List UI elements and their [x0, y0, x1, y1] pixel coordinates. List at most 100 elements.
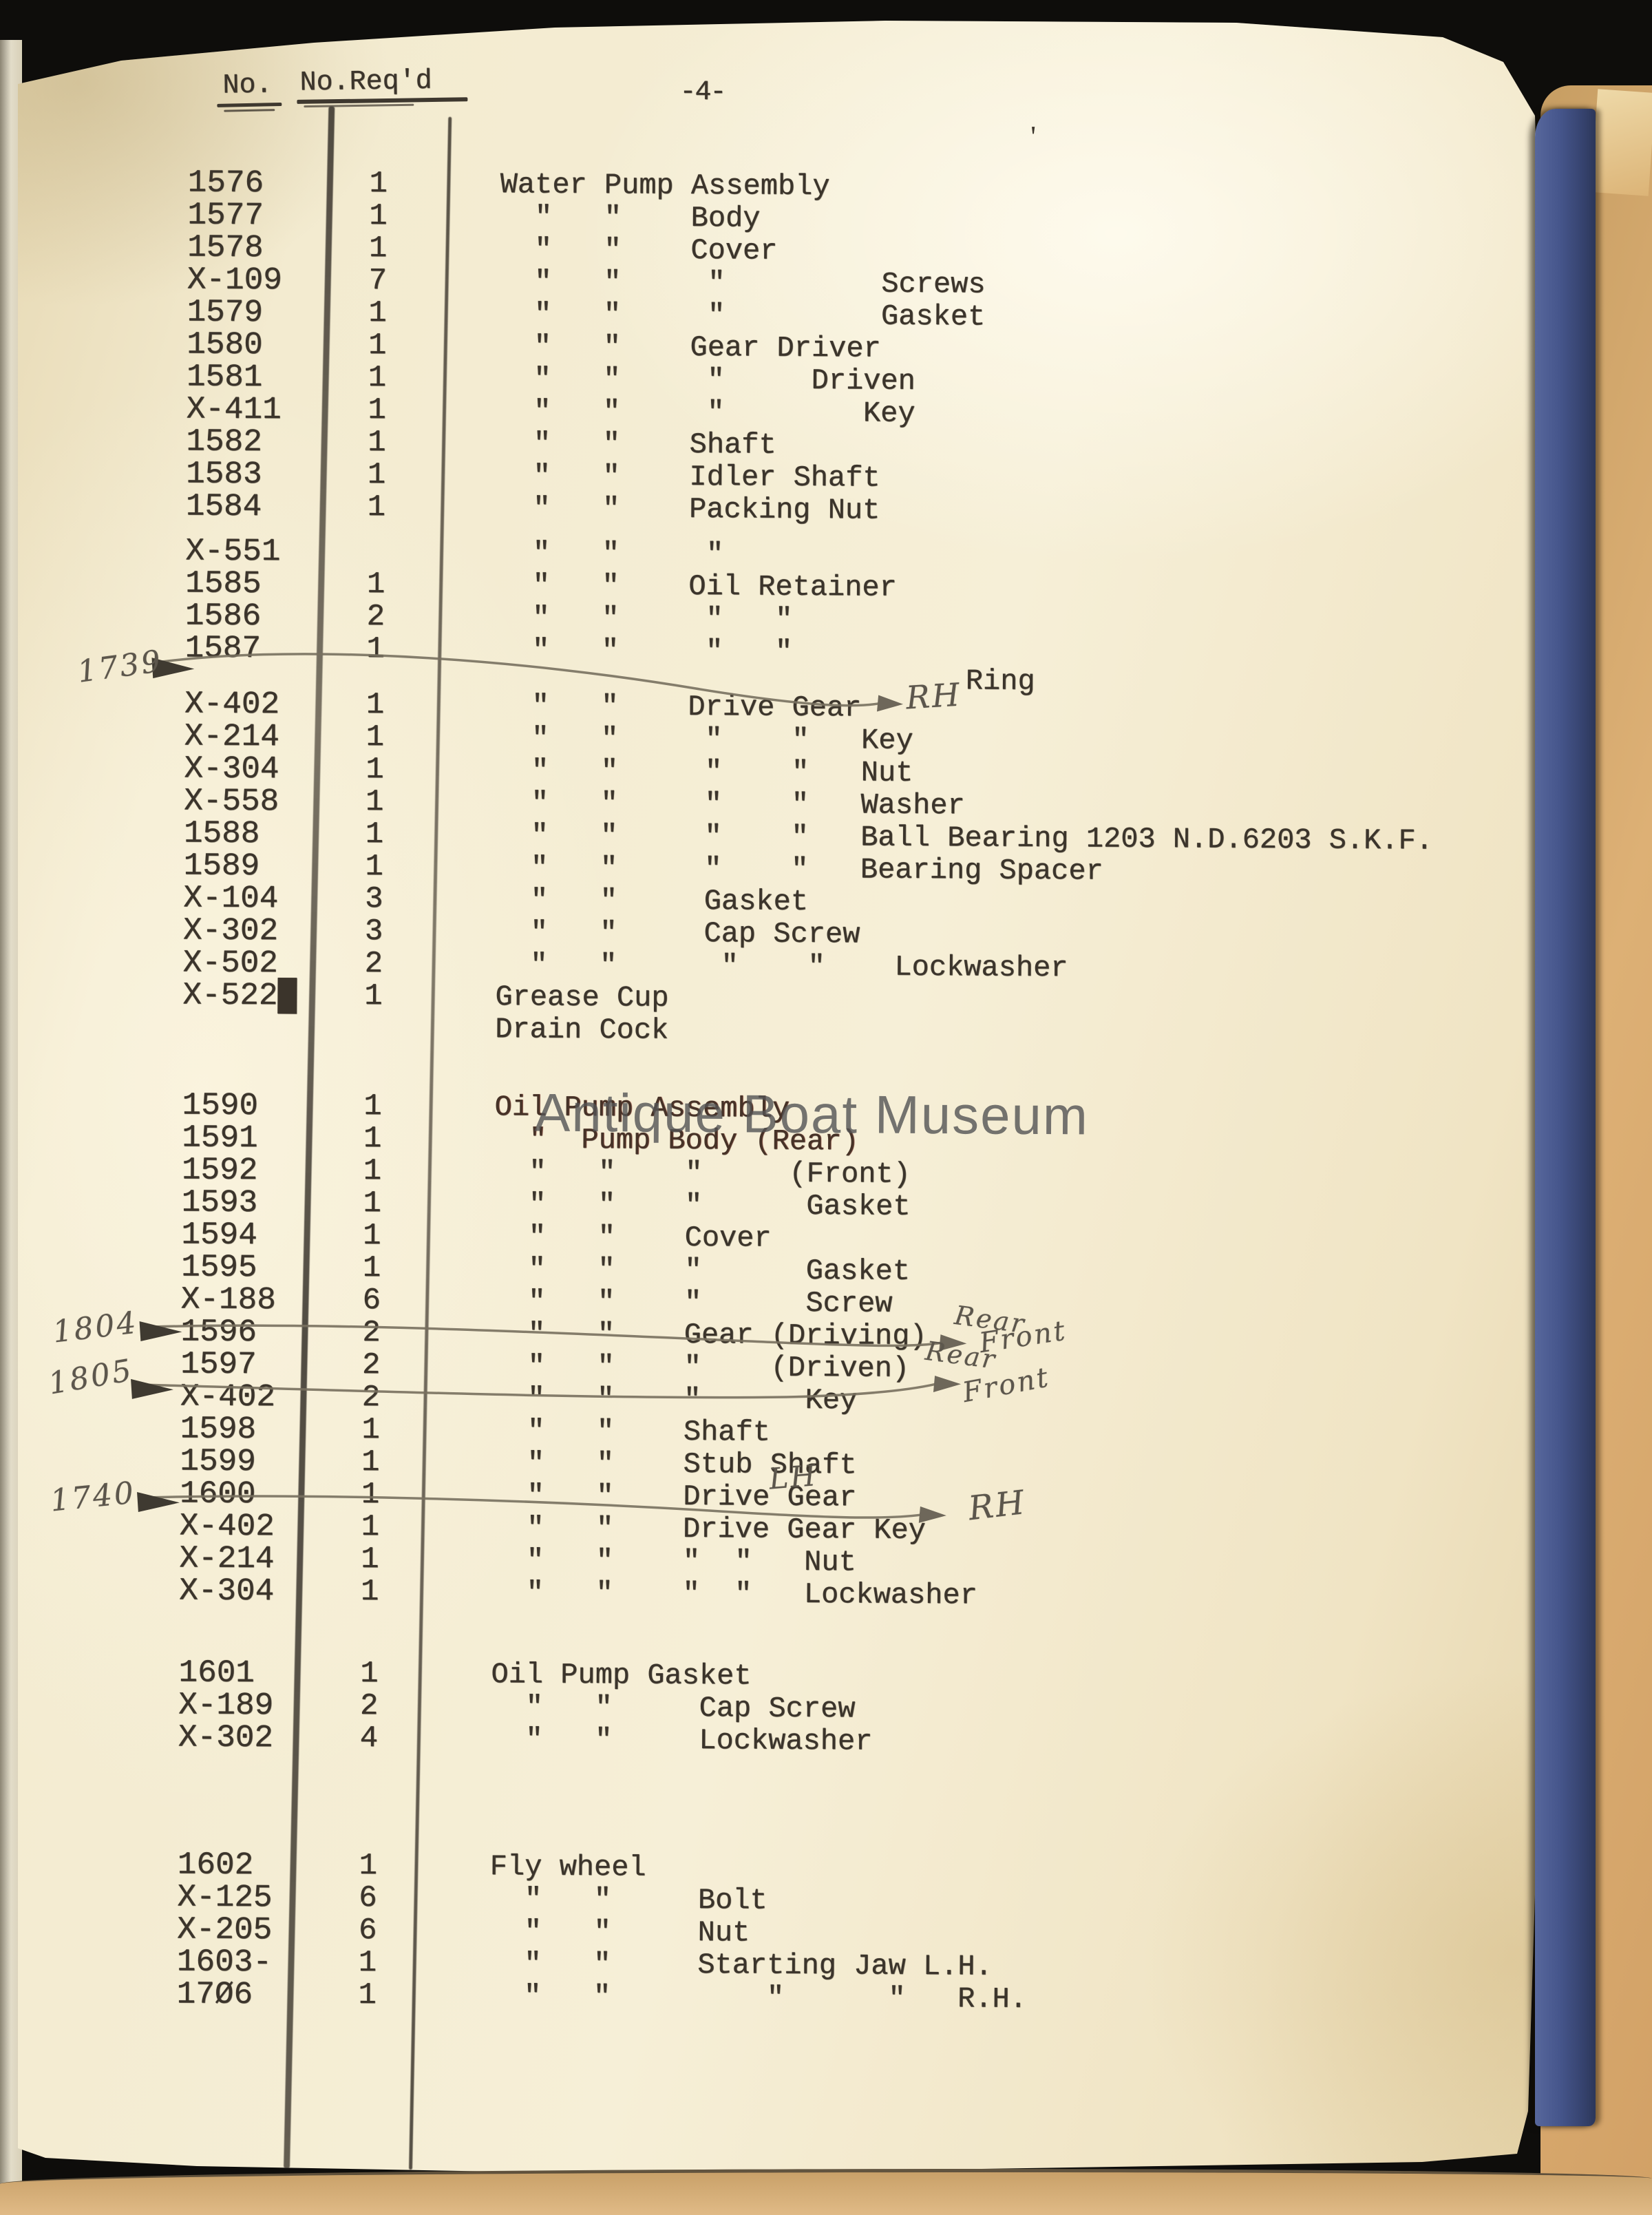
part-number: X-214	[184, 720, 279, 753]
qty-required: 1	[345, 1252, 399, 1285]
part-description: Grease Cup	[495, 981, 668, 1015]
qty-required: 1	[348, 689, 402, 722]
page-content: No. No.Req'd -4- ' 1576 1 Water Pump Ass…	[5, 18, 1543, 2185]
part-number: X-411	[187, 393, 282, 426]
part-description: " " " " R.H.	[489, 1980, 1027, 2016]
qty-required: 2	[349, 601, 403, 633]
handwritten-lh-drive-gear: LH	[767, 1458, 818, 1496]
parts-section-oil-pump: 1590 1 Oil Pump Assembly 1591 1 " Pump B…	[8, 1089, 1537, 1616]
part-number: X-125	[177, 1881, 272, 1914]
qty-required: 1	[350, 297, 404, 330]
part-number: X-402	[180, 1510, 275, 1543]
part-description: " " " Gasket	[499, 298, 985, 333]
qty-required: 1	[343, 1544, 396, 1576]
part-description: " " Nut	[489, 1915, 750, 1949]
part-number: 1576	[188, 167, 264, 200]
part-description: " " " Gasket	[494, 1253, 910, 1288]
part-description: " " " Screws	[500, 266, 986, 301]
qty-required: 1	[348, 722, 402, 754]
qty-required: 1	[350, 362, 404, 395]
qty-required: 2	[344, 1350, 398, 1382]
part-number: 1589	[183, 850, 260, 883]
part-description: " " Gear (Driving)	[493, 1318, 926, 1353]
part-description: Fly wheel	[490, 1851, 646, 1884]
qty-required: 1	[350, 459, 403, 492]
part-number: X-109	[187, 264, 282, 297]
part-number: X-205	[177, 1913, 272, 1946]
watermark: Antique Boat Museum	[534, 1081, 1089, 1147]
part-description: " " Starting Jaw L.H.	[489, 1948, 993, 1983]
part-number: X-522█	[182, 979, 297, 1012]
qty-required: 1	[346, 1123, 399, 1155]
qty-required: 1	[343, 1414, 397, 1447]
qty-required: 1	[341, 1947, 394, 1980]
part-number: X-402	[180, 1381, 275, 1414]
part-number: 1600	[180, 1478, 256, 1511]
part-description: " " Idler Shaft	[498, 460, 880, 494]
qty-required: 3	[347, 883, 401, 916]
part-number: X-502	[183, 947, 278, 980]
part-description: " " " " Lockwasher	[491, 1577, 977, 1612]
part-number: 1591	[182, 1122, 258, 1155]
part-description: Oil Pump Gasket	[491, 1659, 751, 1692]
qty-required: 6	[341, 1915, 394, 1947]
qty-required: 1	[348, 786, 401, 819]
part-description: " " " "	[498, 602, 793, 636]
qty-required: 1	[345, 1188, 399, 1220]
part-description: " " Cap Screw	[491, 1691, 856, 1725]
part-description: Drain Cock	[495, 1014, 668, 1047]
part-number: 1594	[181, 1219, 257, 1252]
part-description: " " " " Nut	[491, 1544, 856, 1579]
qty-required: 2	[347, 948, 401, 980]
part-description: " " Gasket	[496, 884, 808, 918]
qty-required: 1	[352, 168, 405, 200]
header-underline-no	[217, 103, 282, 107]
part-description: " " " Key	[493, 1383, 858, 1417]
part-description: " " " Key	[498, 395, 915, 430]
part-number: 1602	[178, 1849, 254, 1882]
part-number: 1599	[180, 1445, 256, 1478]
qty-required: 1	[350, 492, 403, 524]
part-number: X-402	[184, 688, 279, 721]
page-number: -4-	[679, 77, 725, 108]
qty-required: 1	[350, 395, 404, 427]
part-number: X-304	[184, 753, 279, 786]
qty-required: 1	[343, 1447, 397, 1479]
qty-required: 1	[343, 1511, 397, 1544]
part-number: X-302	[183, 914, 278, 947]
part-number: 1586	[185, 600, 262, 633]
part-number: 1580	[187, 328, 263, 361]
part-description: " " "	[498, 537, 723, 571]
stray-apostrophe-mark: '	[1030, 119, 1036, 154]
qty-required: 4	[342, 1723, 396, 1755]
catalog-page: No. No.Req'd -4- ' 1576 1 Water Pump Ass…	[18, 18, 1543, 2176]
qty-required: 1	[345, 1220, 399, 1252]
part-description: " " " Driven	[499, 363, 915, 398]
header-underline-req-2	[304, 104, 414, 107]
qty-required: 1	[348, 754, 401, 786]
part-description: " " Drive Gear	[497, 690, 862, 724]
part-number: 1588	[184, 817, 260, 850]
qty-required: 1	[346, 1091, 399, 1123]
part-description: " " " Screw	[494, 1285, 893, 1321]
part-number: 1596	[180, 1316, 257, 1349]
qty-required: 3	[347, 916, 401, 948]
column-header-no: No.	[222, 70, 273, 101]
qty-required: 1	[349, 569, 403, 601]
part-description: " " Packing Nut	[498, 492, 880, 527]
qty-required: 1	[346, 1155, 399, 1188]
handwritten-rh-upper: RH	[904, 676, 962, 717]
handwritten-rh-lower: RH	[966, 1483, 1028, 1528]
part-number: X-189	[178, 1689, 273, 1722]
qty-required: 1	[343, 1479, 397, 1511]
book-cover-blue-edge	[1535, 109, 1596, 2126]
part-description: " " " " Bearing Spacer	[496, 852, 1103, 888]
part-number: 1603-	[177, 1946, 272, 1979]
parts-section-water-pump: 1576 1 Water Pump Assembly 1577 1 " " Bo…	[12, 166, 1543, 1053]
qty-required: 1	[348, 633, 402, 666]
part-number: 1587	[184, 632, 261, 665]
part-number: 1584	[186, 490, 262, 523]
part-number: X-104	[183, 882, 278, 915]
part-number: 1577	[187, 199, 264, 232]
